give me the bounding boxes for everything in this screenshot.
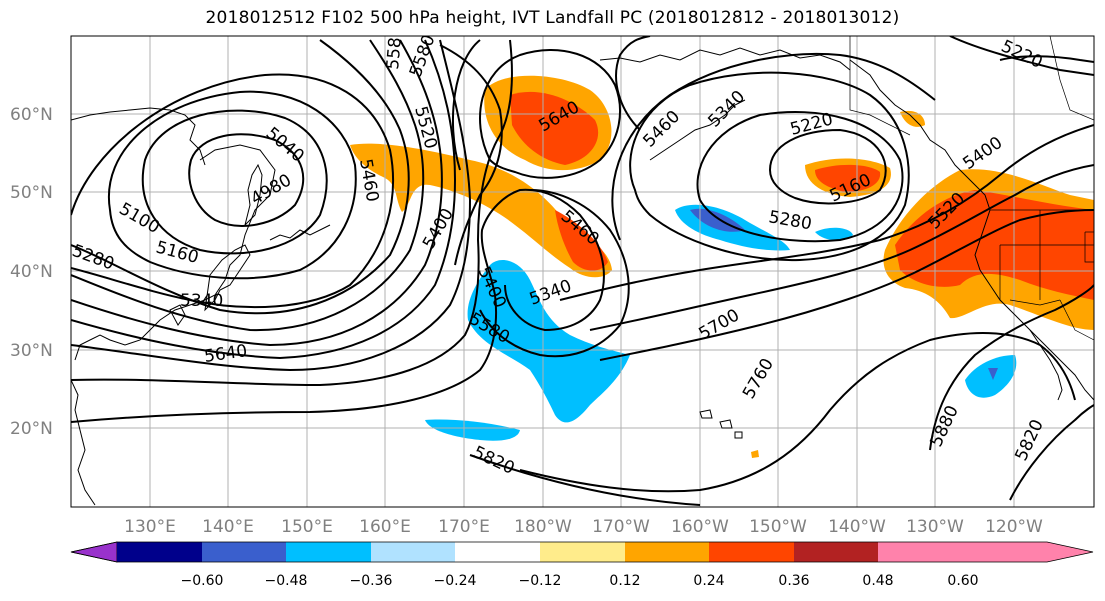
colorbar-segment	[878, 542, 963, 562]
colorbar-tick: 0.60	[947, 573, 978, 589]
colorbar-tick: 0.36	[778, 573, 809, 589]
colorbar-outline	[70, 541, 1094, 563]
colorbar-segment	[202, 542, 286, 562]
colorbar-segment	[455, 542, 540, 562]
colorbar-segment	[286, 542, 371, 562]
height-contours	[71, 36, 1094, 506]
lat-label: 40°N	[10, 262, 53, 282]
colorbar-tick: −0.48	[265, 573, 308, 589]
map-frame	[70, 35, 1095, 508]
lon-label: 120°W	[985, 517, 1043, 537]
contour-label: 5340	[180, 291, 223, 311]
colorbar-segment	[540, 542, 625, 562]
lat-label: 20°N	[10, 419, 53, 439]
lat-label: 50°N	[10, 183, 53, 203]
colorbar-segment	[709, 542, 794, 562]
lon-label: 160°W	[671, 517, 729, 537]
map-panel: 5580 5520 5640 5460 5340 5220 5220 5040 …	[71, 26, 1094, 507]
colorbar-extend-left	[70, 541, 118, 563]
colorbar-tick: −0.36	[350, 573, 393, 589]
colorbar: −0.60 −0.48 −0.36 −0.24 −0.12 0.12 0.24 …	[70, 541, 1094, 589]
colorbar-segment	[117, 542, 202, 562]
colorbar-tick: −0.12	[519, 573, 562, 589]
lat-label: 30°N	[10, 341, 53, 361]
lon-label: 130°W	[906, 517, 964, 537]
lon-label: 150°W	[749, 517, 807, 537]
lon-label: 160°E	[359, 517, 411, 537]
ivt-shading-positive	[350, 75, 1094, 458]
colorbar-tick: −0.24	[434, 573, 477, 589]
latitude-labels: 60°N 50°N 40°N 30°N 20°N	[10, 105, 53, 439]
lon-label: 170°W	[592, 517, 650, 537]
coastlines	[71, 47, 1094, 506]
lon-label: 140°W	[828, 517, 886, 537]
colorbar-tick: 0.12	[609, 573, 640, 589]
lon-label: 140°E	[202, 517, 254, 537]
map-title: 2018012512 F102 500 hPa height, IVT Land…	[205, 8, 900, 28]
gridlines	[71, 36, 1094, 507]
colorbar-segment	[625, 542, 709, 562]
longitude-labels: 130°E 140°E 150°E 160°E 170°E 180°W 170°…	[124, 517, 1043, 537]
colorbar-tick: −0.60	[181, 573, 224, 589]
lon-label: 180°W	[514, 517, 572, 537]
lon-label: 150°E	[281, 517, 333, 537]
lon-label: 130°E	[124, 517, 176, 537]
colorbar-segment	[794, 542, 878, 562]
contour-label: 5580	[383, 26, 407, 71]
colorbar-tick: 0.24	[693, 573, 724, 589]
colorbar-segment	[371, 542, 455, 562]
lat-label: 60°N	[10, 105, 53, 125]
colorbar-extend-right	[963, 542, 1093, 562]
colorbar-tick: 0.48	[862, 573, 893, 589]
lon-label: 170°E	[438, 517, 490, 537]
